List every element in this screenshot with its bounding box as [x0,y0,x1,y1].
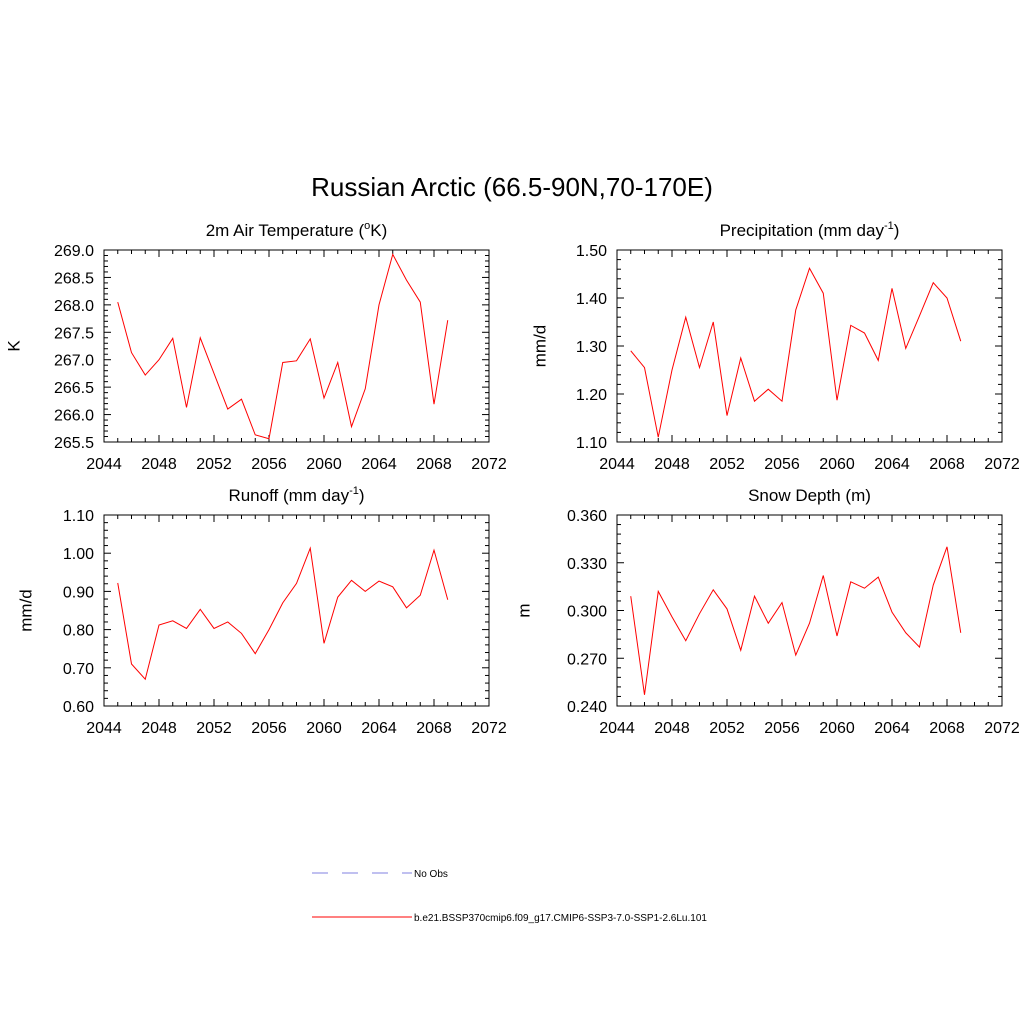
y-tick-label-runoff: 0.60 [63,699,94,716]
y-tick-label-air-temperature: 267.5 [54,325,94,342]
x-tick-label-air-temperature: 2052 [196,456,232,473]
y-tick-label-snow-depth: 0.360 [567,508,607,525]
legend-label-no-obs: No Obs [414,869,448,880]
panel-precipitation: 2044 2048 2052 2056 2060 2064 2068 2072 1.10 1.20… [531,220,1020,473]
y-tick-label-runoff: 1.00 [63,546,94,563]
x-tick-label-runoff: 2072 [471,720,507,737]
x-tick-label-precipitation: 2044 [599,456,635,473]
x-tick-label-precipitation: 2048 [654,456,690,473]
y-tick-label-air-temperature: 269.0 [54,243,94,260]
x-tick-label-precipitation: 2056 [764,456,800,473]
x-tick-label-runoff: 2052 [196,720,232,737]
x-tick-label-air-temperature: 2064 [361,456,397,473]
x-tick-label-runoff: 2056 [251,720,287,737]
x-tick-label-precipitation: 2052 [709,456,745,473]
y-tick-label-runoff: 1.10 [63,508,94,525]
plot-frame-snow-depth [616,514,1003,707]
y-tick-label-precipitation: 1.40 [576,291,607,308]
panel-air-temperature: 2044 2048 2052 2056 2060 2064 2068 2072 265.5 266… [5,220,507,473]
x-tick-label-precipitation: 2060 [819,456,855,473]
x-tick-label-runoff: 2064 [361,720,397,737]
panel-title-air-temperature: 2m Air Temperature (oK) [206,220,388,240]
y-tick-label-runoff: 0.80 [63,623,94,640]
y-tick-label-air-temperature: 266.0 [54,408,94,425]
x-tick-label-snow-depth: 2072 [984,720,1020,737]
x-tick-label-runoff: 2060 [306,720,342,737]
series-line-air-temperature [117,253,449,440]
y-tick-label-snow-depth: 0.240 [567,699,607,716]
x-tick-label-runoff: 2048 [141,720,177,737]
y-tick-label-runoff: 0.90 [63,584,94,601]
panel-title-precipitation: Precipitation (mm day-1) [720,220,900,240]
x-tick-label-snow-depth: 2068 [929,720,965,737]
y-axis-label-precipitation: mm/d [531,325,550,368]
x-tick-label-air-temperature: 2048 [141,456,177,473]
x-tick-label-runoff: 2068 [416,720,452,737]
panel-runoff: 2044 2048 2052 2056 2060 2064 2068 2072 0.60 0.70… [17,485,507,737]
x-tick-label-air-temperature: 2056 [251,456,287,473]
x-tick-label-snow-depth: 2048 [654,720,690,737]
x-tick-label-air-temperature: 2068 [416,456,452,473]
legend: No Obs b.e21.BSSP370cmip6.f09_g17.CMIP6-… [312,869,707,924]
x-tick-label-air-temperature: 2060 [306,456,342,473]
y-axis-label-runoff: mm/d [17,589,36,632]
panel-snow-depth: 2044 2048 2052 2056 2060 2064 2068 2072 0.240 0.2… [515,486,1020,737]
plot-frame-air-temperature [103,249,490,443]
series-line-snow-depth [630,546,962,695]
y-tick-label-runoff: 0.70 [63,661,94,678]
y-axis-label-snow-depth: m [515,603,534,617]
x-tick-label-snow-depth: 2060 [819,720,855,737]
x-tick-label-runoff: 2044 [86,720,122,737]
y-tick-label-precipitation: 1.30 [576,339,607,356]
panel-title-runoff: Runoff (mm day-1) [228,485,364,505]
plot-frame-precipitation [616,249,1003,443]
plot-frame-runoff [103,514,490,707]
panel-title-snow-depth: Snow Depth (m) [748,486,871,505]
x-tick-label-snow-depth: 2052 [709,720,745,737]
x-tick-label-precipitation: 2064 [874,456,910,473]
y-tick-label-snow-depth: 0.330 [567,556,607,573]
x-tick-label-precipitation: 2068 [929,456,965,473]
y-tick-label-precipitation: 1.50 [576,243,607,260]
y-tick-label-air-temperature: 265.5 [54,435,94,452]
x-tick-label-air-temperature: 2044 [86,456,122,473]
y-tick-label-air-temperature: 268.0 [54,298,94,315]
series-line-runoff [117,546,449,681]
legend-label-model: b.e21.BSSP370cmip6.f09_g17.CMIP6-SSP3-7.… [414,913,707,924]
y-axis-label-air-temperature: K [5,340,24,352]
y-tick-label-air-temperature: 266.5 [54,380,94,397]
y-tick-label-air-temperature: 267.0 [54,353,94,370]
x-tick-label-precipitation: 2072 [984,456,1020,473]
x-tick-label-snow-depth: 2044 [599,720,635,737]
y-tick-label-snow-depth: 0.270 [567,651,607,668]
x-tick-label-snow-depth: 2064 [874,720,910,737]
y-tick-label-air-temperature: 268.5 [54,270,94,287]
figure-title: Russian Arctic (66.5-90N,70-170E) [311,172,713,202]
panels: 2044 2048 2052 2056 2060 2064 2068 2072 265.5 266… [5,220,1020,737]
x-tick-label-air-temperature: 2072 [471,456,507,473]
x-tick-label-snow-depth: 2056 [764,720,800,737]
y-tick-label-precipitation: 1.20 [576,387,607,404]
series-line-precipitation [630,266,962,438]
y-tick-label-precipitation: 1.10 [576,435,607,452]
y-tick-label-snow-depth: 0.300 [567,604,607,621]
